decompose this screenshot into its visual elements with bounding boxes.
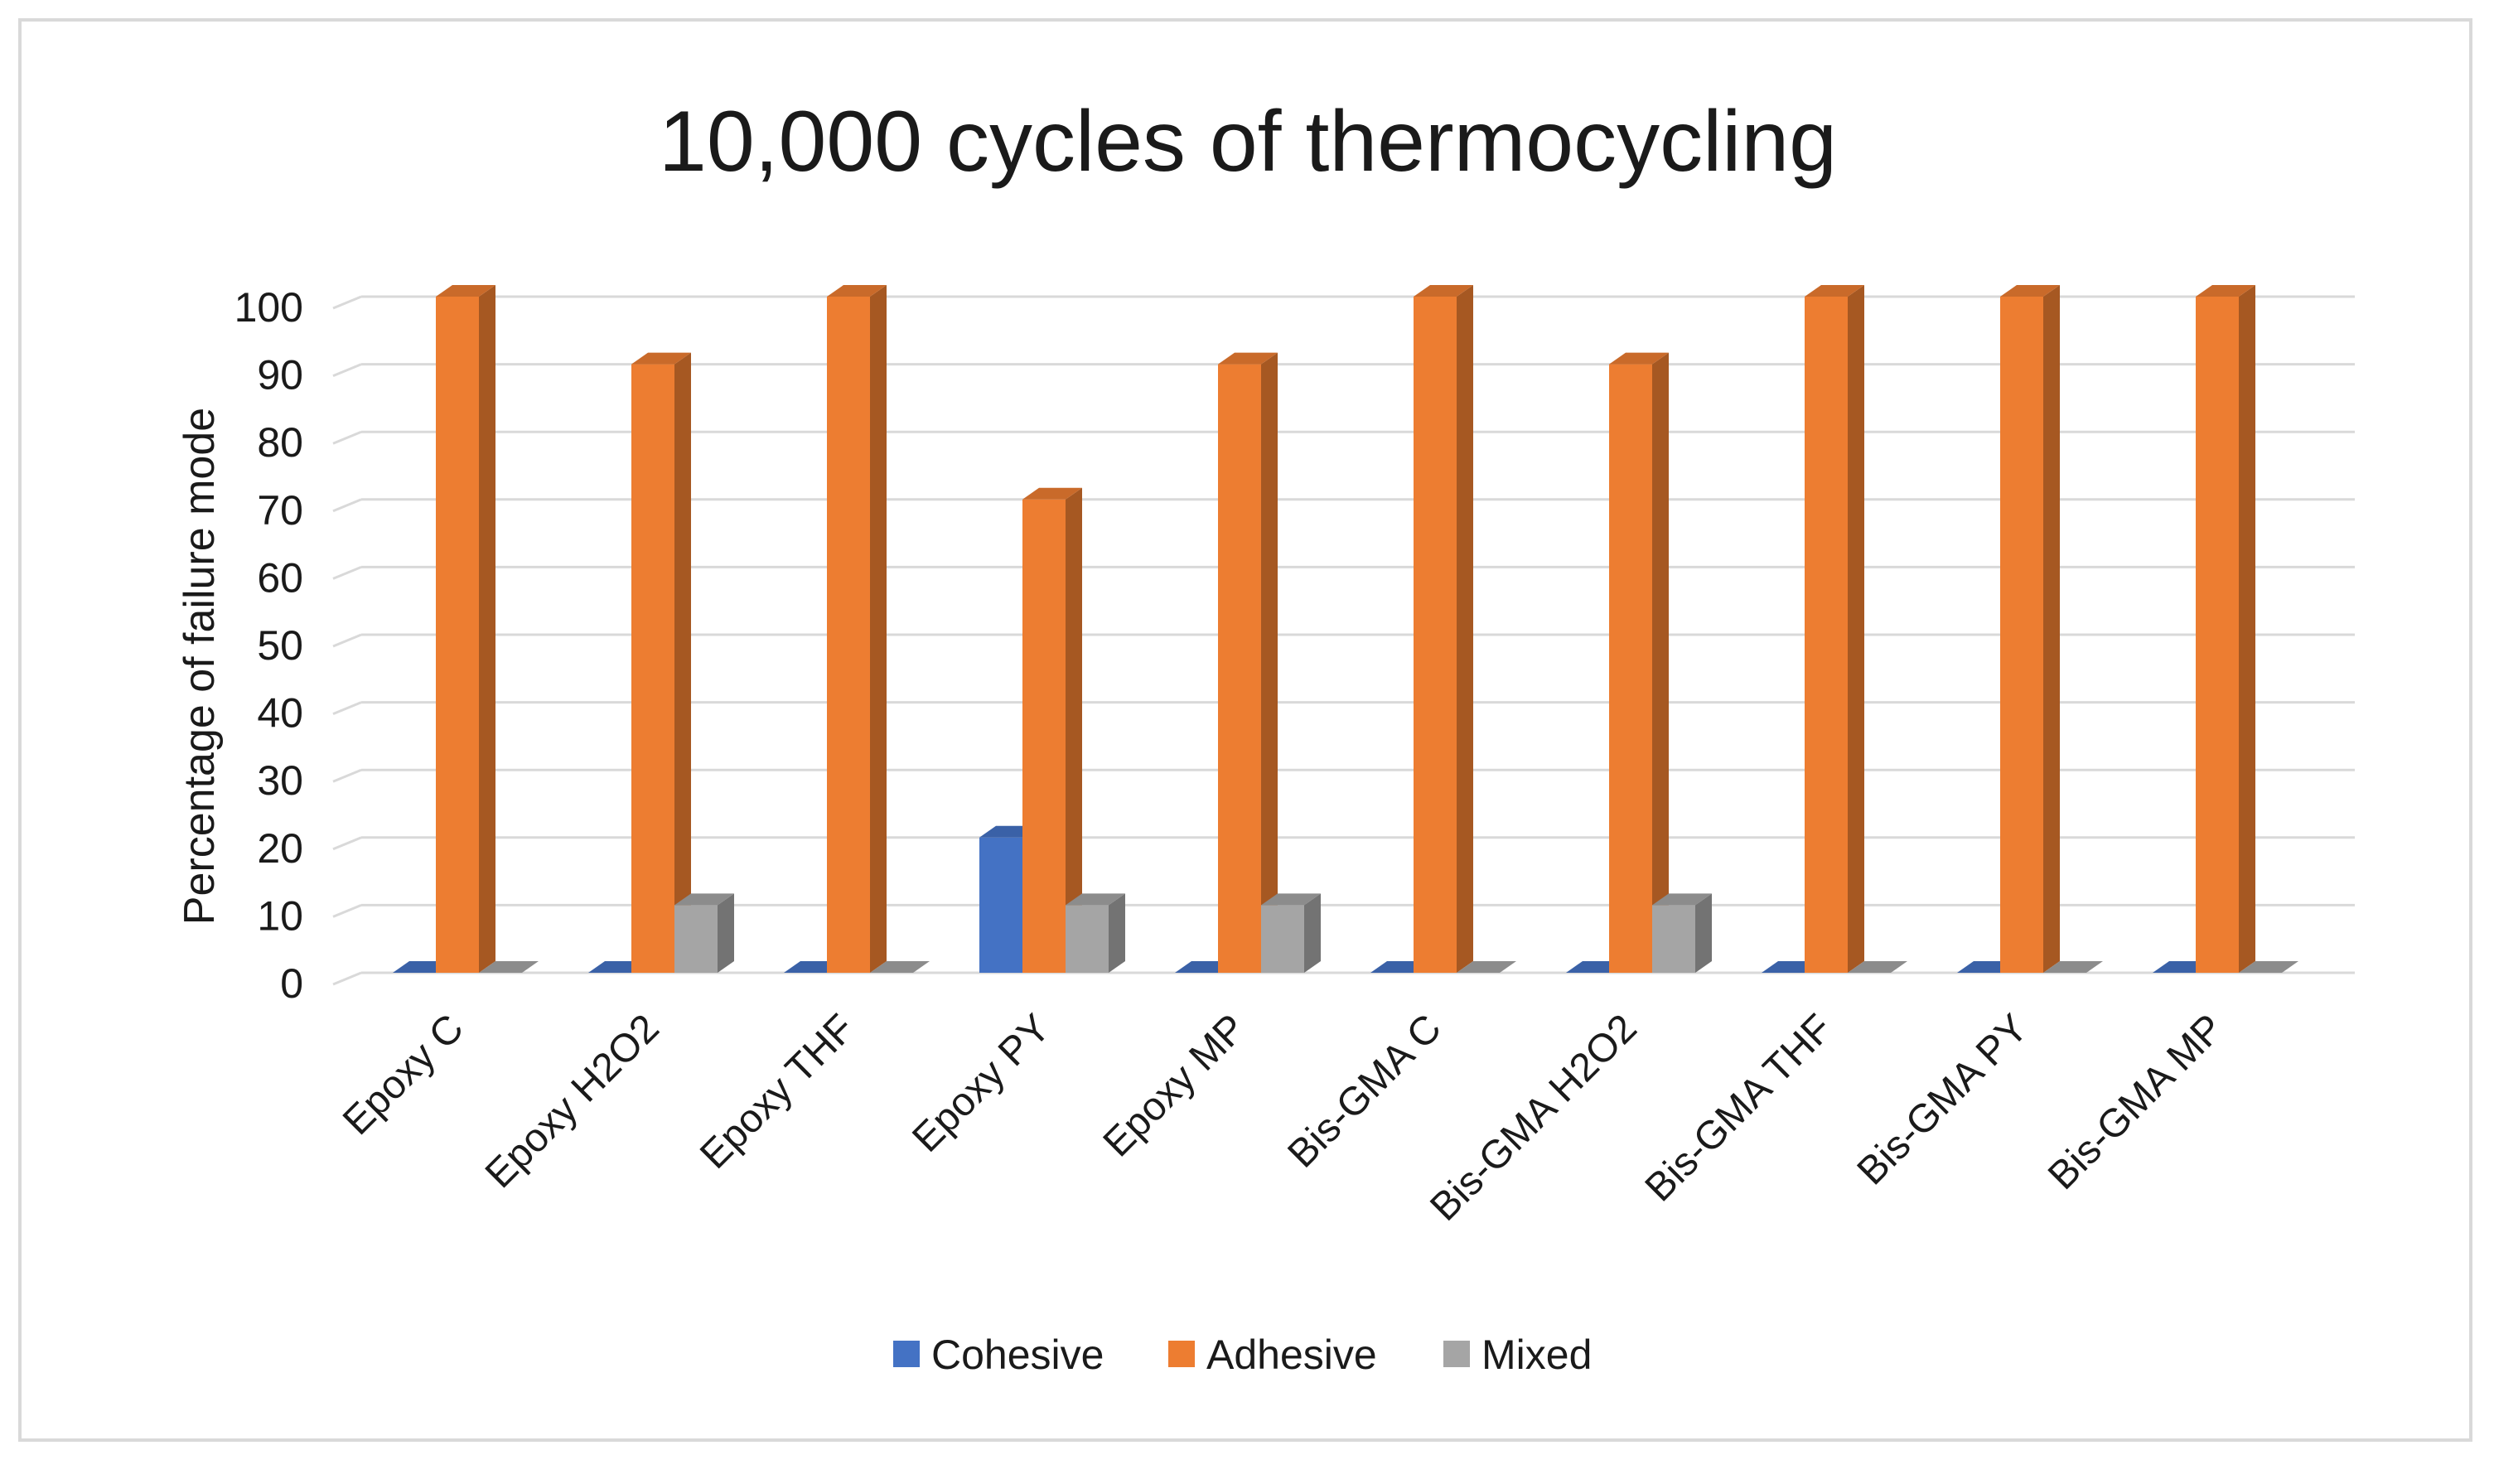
x-tick-label: Bis-GMA THF bbox=[1637, 1006, 1841, 1210]
bar-mixed bbox=[1652, 893, 1712, 973]
bar-adhesive bbox=[2000, 285, 2060, 973]
legend-label: Mixed bbox=[1481, 1332, 1592, 1378]
x-tick-label: Bis-GMA C bbox=[1279, 1006, 1449, 1176]
gridline-depth bbox=[332, 633, 362, 648]
gridline-depth bbox=[332, 498, 362, 513]
y-tick-label: 100 bbox=[234, 284, 303, 331]
legend-label: Adhesive bbox=[1206, 1332, 1377, 1378]
legend-item-cohesive: Cohesive bbox=[893, 1332, 1104, 1378]
x-tick-label: Epoxy H2O2 bbox=[477, 1006, 668, 1196]
bar-mixed bbox=[1848, 961, 1907, 973]
bar-mixed bbox=[2239, 961, 2298, 973]
x-tick-label: Epoxy THF bbox=[692, 1006, 863, 1177]
legend-swatch bbox=[1168, 1341, 1195, 1367]
x-tick-label: Bis-GMA H2O2 bbox=[1422, 1006, 1645, 1229]
chart-frame: 10,000 cycles of thermocycling Percentag… bbox=[18, 18, 2472, 1442]
y-axis-ticks: 0 10 20 30 40 50 60 70 80 90 100 bbox=[234, 284, 303, 1007]
bar-mixed bbox=[479, 961, 539, 973]
x-tick-label: Bis-GMA MP bbox=[2040, 1006, 2232, 1198]
bar-adhesive bbox=[1609, 352, 1669, 974]
legend-swatch bbox=[893, 1341, 920, 1367]
y-tick-label: 90 bbox=[257, 352, 303, 399]
bar-mixed bbox=[1457, 961, 1516, 973]
bar-mixed bbox=[1066, 893, 1125, 973]
bar-adhesive bbox=[436, 285, 495, 973]
gridline-depth bbox=[332, 701, 362, 715]
y-tick-label: 80 bbox=[257, 419, 303, 466]
bar-adhesive bbox=[631, 352, 691, 974]
y-tick-label: 60 bbox=[257, 554, 303, 601]
y-tick-label: 30 bbox=[257, 757, 303, 804]
gridline-depth bbox=[332, 430, 362, 445]
y-tick-label: 10 bbox=[257, 892, 303, 939]
x-tick-label: Epoxy C bbox=[335, 1006, 472, 1143]
x-tick-label: Epoxy PY bbox=[904, 1006, 1059, 1161]
bar-mixed bbox=[2043, 961, 2103, 973]
gridline-depth bbox=[332, 363, 362, 377]
y-tick-label: 40 bbox=[257, 690, 303, 737]
gridline-depth bbox=[332, 836, 362, 851]
x-tick-label: Bis-GMA PY bbox=[1849, 1006, 2037, 1193]
legend-swatch bbox=[1443, 1341, 1470, 1367]
y-tick-label: 50 bbox=[257, 622, 303, 669]
bar-adhesive bbox=[1218, 352, 1278, 974]
gridline-depth bbox=[332, 295, 362, 310]
bar-adhesive bbox=[1414, 285, 1473, 973]
y-tick-label: 70 bbox=[257, 487, 303, 534]
bar-mixed bbox=[674, 893, 734, 973]
bar-adhesive bbox=[827, 285, 887, 973]
legend: Cohesive Adhesive Mixed bbox=[893, 1332, 1592, 1378]
y-tick-label: 20 bbox=[257, 825, 303, 872]
legend-item-adhesive: Adhesive bbox=[1168, 1332, 1377, 1378]
bar-adhesive bbox=[1022, 487, 1082, 973]
bar-adhesive bbox=[2196, 285, 2255, 973]
gridline-depth bbox=[332, 971, 362, 986]
bar-mixed bbox=[1261, 893, 1321, 973]
gridline-depth bbox=[332, 768, 362, 783]
bar-chart: 10,000 cycles of thermocycling Percentag… bbox=[176, 94, 2355, 1378]
x-tick-label: Epoxy MP bbox=[1095, 1006, 1254, 1165]
bar-mixed bbox=[870, 961, 930, 973]
gridline-depth bbox=[332, 566, 362, 580]
x-axis-ticks: Epoxy C Epoxy H2O2 Epoxy THF Epoxy PY Epoxy … bbox=[335, 1006, 2232, 1229]
bars bbox=[393, 285, 2298, 974]
bar-adhesive bbox=[1805, 285, 1864, 973]
y-axis-title: Percentage of failure mode bbox=[176, 408, 224, 925]
legend-label: Cohesive bbox=[931, 1332, 1104, 1378]
gridline-depth bbox=[332, 904, 362, 918]
y-tick-label: 0 bbox=[280, 960, 303, 1007]
chart-title: 10,000 cycles of thermocycling bbox=[659, 94, 1837, 190]
legend-item-mixed: Mixed bbox=[1443, 1332, 1592, 1378]
